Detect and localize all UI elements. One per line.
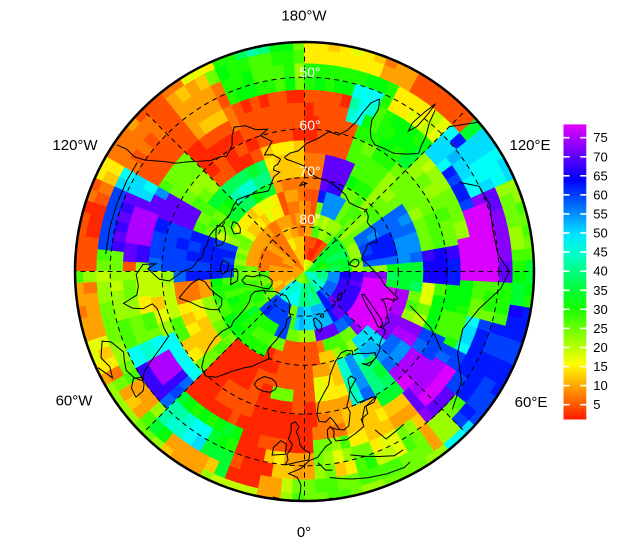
svg-text:15: 15 xyxy=(593,359,607,374)
svg-text:20: 20 xyxy=(593,340,607,355)
svg-text:60: 60 xyxy=(593,187,607,202)
svg-text:10: 10 xyxy=(593,378,607,393)
svg-text:120°E: 120°E xyxy=(509,137,550,154)
svg-text:70°: 70° xyxy=(299,163,320,179)
svg-text:0°: 0° xyxy=(297,524,311,541)
svg-text:30: 30 xyxy=(593,302,607,317)
svg-text:70: 70 xyxy=(593,149,607,164)
svg-text:80°: 80° xyxy=(299,211,320,227)
svg-text:25: 25 xyxy=(593,321,607,336)
svg-text:60°E: 60°E xyxy=(515,394,548,411)
svg-text:45: 45 xyxy=(593,245,607,260)
svg-text:50°: 50° xyxy=(299,64,320,80)
svg-text:60°W: 60°W xyxy=(56,393,94,410)
svg-text:60°: 60° xyxy=(299,117,320,133)
svg-text:5: 5 xyxy=(593,397,600,412)
svg-text:40: 40 xyxy=(593,264,607,279)
svg-text:50: 50 xyxy=(593,226,607,241)
svg-text:180°W: 180°W xyxy=(281,8,327,25)
svg-text:65: 65 xyxy=(593,168,607,183)
svg-text:120°W: 120°W xyxy=(52,137,98,154)
svg-text:35: 35 xyxy=(593,283,607,298)
svg-text:75: 75 xyxy=(593,130,607,145)
svg-text:55: 55 xyxy=(593,207,607,222)
